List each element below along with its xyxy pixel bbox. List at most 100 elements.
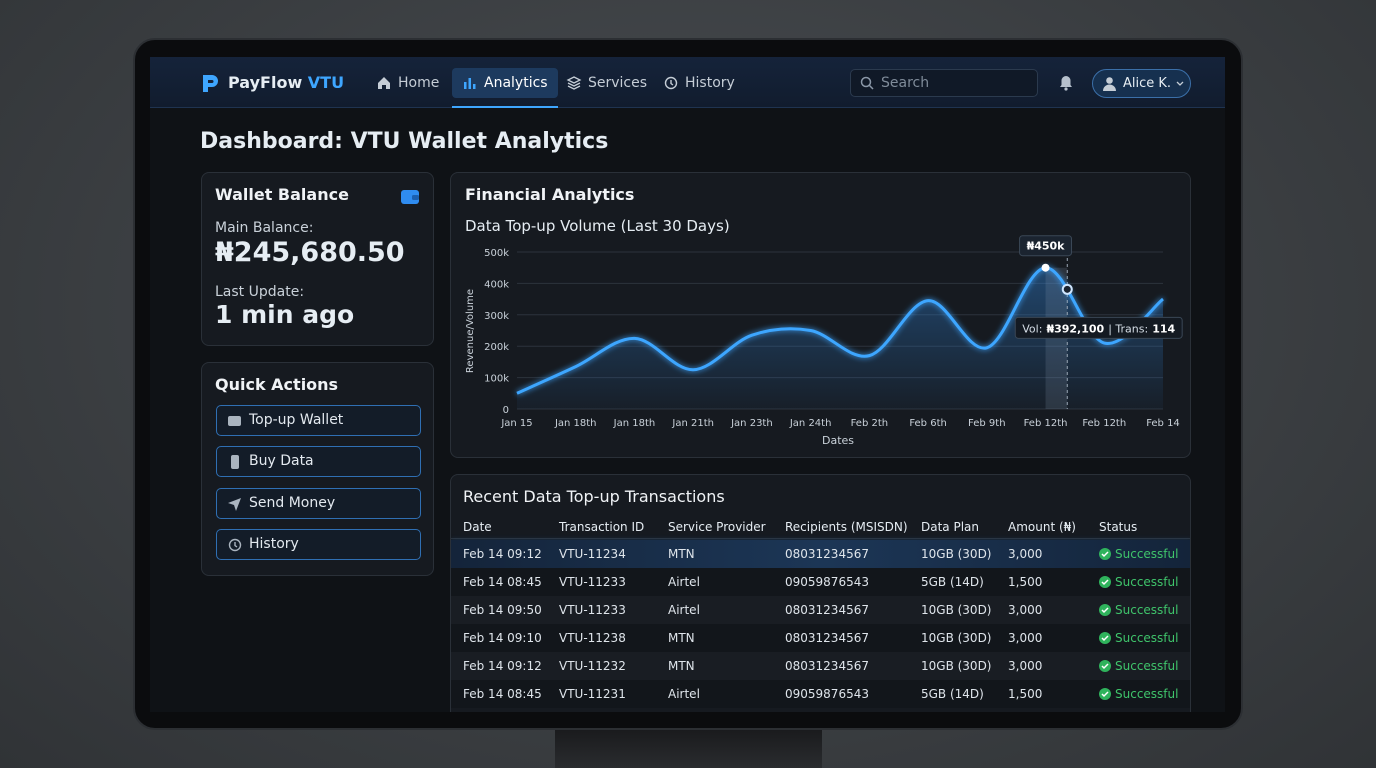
table-cell: Feb 14 08:45 xyxy=(463,575,542,589)
page-title: Dashboard: VTU Wallet Analytics xyxy=(200,129,609,154)
wallet-panel: Wallet Balance Main Balance: ₦245,680.50… xyxy=(201,172,434,346)
table-cell: Successful xyxy=(1115,603,1179,617)
table-cell: 09059876543 xyxy=(785,575,869,589)
status-icon xyxy=(1099,548,1111,560)
nav-bar: PayFlow VTU Search Alice K. Home Analytic… xyxy=(150,57,1225,108)
search-placeholder: Search xyxy=(881,75,930,91)
table-row xyxy=(451,540,1190,568)
x-tick-label: Feb 9th xyxy=(968,418,1006,429)
y-tick-label: 500k xyxy=(484,248,509,259)
table-cell: 3,000 xyxy=(1008,631,1043,645)
table-cell: MTN xyxy=(668,631,695,645)
nav-label: Home xyxy=(398,75,440,91)
table-cell: MTN xyxy=(668,659,695,673)
nav-label: History xyxy=(685,75,735,91)
status-icon xyxy=(1099,688,1111,700)
nav-item[interactable]: History xyxy=(653,68,745,98)
column-header: Transaction ID xyxy=(559,520,645,534)
column-header: Status xyxy=(1099,520,1138,534)
column-header: Amount (₦) xyxy=(1008,520,1076,534)
nav-item[interactable]: Analytics xyxy=(452,68,558,108)
quick-action-button[interactable]: Send Money xyxy=(216,487,421,519)
nav-icon xyxy=(464,78,476,89)
table-cell: 3,000 xyxy=(1008,547,1043,561)
x-axis-label: Dates xyxy=(822,434,854,447)
table-cell: 1,500 xyxy=(1008,687,1043,701)
column-header: Data Plan xyxy=(921,520,979,534)
action-icon xyxy=(228,497,241,511)
x-tick-label: Jan 15 xyxy=(500,418,532,429)
main-balance-value: ₦245,680.50 xyxy=(215,237,405,268)
brand[interactable]: PayFlow VTU xyxy=(228,73,344,92)
x-tick-label: Feb 6th xyxy=(909,418,947,429)
table-cell: Successful xyxy=(1115,631,1179,645)
y-axis-label: Revenue/Volume xyxy=(465,289,476,373)
status-icon xyxy=(1099,632,1111,644)
active-underline xyxy=(452,106,558,108)
nav-icon xyxy=(566,76,582,90)
table-cell: VTU-11232 xyxy=(559,659,626,673)
tooltip-part: ₦392,100 xyxy=(1046,322,1104,335)
screen: PayFlow VTU Search Alice K. Home Analytic… xyxy=(150,57,1225,712)
table-cell: 3,000 xyxy=(1008,659,1043,673)
table-row xyxy=(451,652,1190,680)
status-icon xyxy=(1099,576,1111,588)
user-menu[interactable]: Alice K. xyxy=(1092,69,1191,98)
nav-icon xyxy=(378,77,390,89)
tooltip-text: Vol: ₦392,100 | Trans: 114 xyxy=(1022,322,1175,335)
search-box[interactable]: Search xyxy=(850,69,1038,97)
main-balance-label: Main Balance: xyxy=(215,220,314,236)
peak-label-box xyxy=(1019,235,1073,257)
table-cell: 1,500 xyxy=(1008,575,1043,589)
quick-action-button[interactable]: Buy Data xyxy=(216,446,421,478)
nav-label: Services xyxy=(588,75,648,91)
column-header: Service Provider xyxy=(668,520,766,534)
quick-action-button[interactable]: Top-up Wallet xyxy=(216,405,421,436)
nav-item[interactable]: Services xyxy=(556,68,657,98)
status-icon xyxy=(1099,660,1111,672)
action-icon xyxy=(228,538,242,552)
monitor-stand xyxy=(555,730,822,768)
bell-icon[interactable] xyxy=(1058,75,1074,91)
table-cell: 10GB (30D) xyxy=(921,659,992,673)
x-tick-label: Feb 14 xyxy=(1146,418,1180,429)
x-tick-label: Jan 23th xyxy=(730,418,773,429)
x-tick-label: Jan 24th xyxy=(789,418,832,429)
table-row xyxy=(451,624,1190,652)
table-cell: VTU-11238 xyxy=(559,631,626,645)
table-cell: 10GB (30D) xyxy=(921,631,992,645)
y-tick-label: 300k xyxy=(484,311,509,322)
chart-panel: Financial Analytics Data Top-up Volume (… xyxy=(450,172,1191,458)
table-row xyxy=(451,596,1190,624)
y-tick-label: 200k xyxy=(484,342,509,353)
table-cell: Feb 14 09:10 xyxy=(463,631,542,645)
tooltip-part: Vol: xyxy=(1022,322,1042,335)
table-cell: 09059876543 xyxy=(785,687,869,701)
table-cell: 5GB (14D) xyxy=(921,575,984,589)
chart-subtitle: Data Top-up Volume (Last 30 Days) xyxy=(465,217,730,235)
nav-icon xyxy=(664,76,678,90)
quick-action-button[interactable]: History xyxy=(216,528,421,560)
column-header: Date xyxy=(463,520,492,534)
tooltip-box xyxy=(1014,316,1183,339)
table-cell: Airtel xyxy=(668,687,700,701)
table-cell: 5GB (14D) xyxy=(921,687,984,701)
table-cell: MTN xyxy=(668,547,695,561)
table-cell: 10GB (30D) xyxy=(921,603,992,617)
nav-item[interactable]: Home xyxy=(366,68,449,98)
table-row xyxy=(451,680,1190,708)
x-tick-label: Feb 12th xyxy=(1082,418,1126,429)
transactions-panel: Recent Data Top-up Transactions Date Tran… xyxy=(450,474,1191,712)
peak-marker xyxy=(1041,263,1050,272)
quick-actions-title: Quick Actions xyxy=(215,375,339,394)
tooltip-part: 114 xyxy=(1152,322,1175,335)
user-name: Alice K. xyxy=(1123,76,1172,91)
x-tick-label: Feb 2th xyxy=(851,418,889,429)
table-cell: VTU-11231 xyxy=(559,687,626,701)
table-cell: 08031234567 xyxy=(785,603,869,617)
status-icon xyxy=(1099,604,1111,616)
action-icon xyxy=(231,455,239,470)
chart-title: Financial Analytics xyxy=(465,185,634,204)
table-cell: Airtel xyxy=(668,603,700,617)
table-cell: Feb 14 09:12 xyxy=(463,547,542,561)
